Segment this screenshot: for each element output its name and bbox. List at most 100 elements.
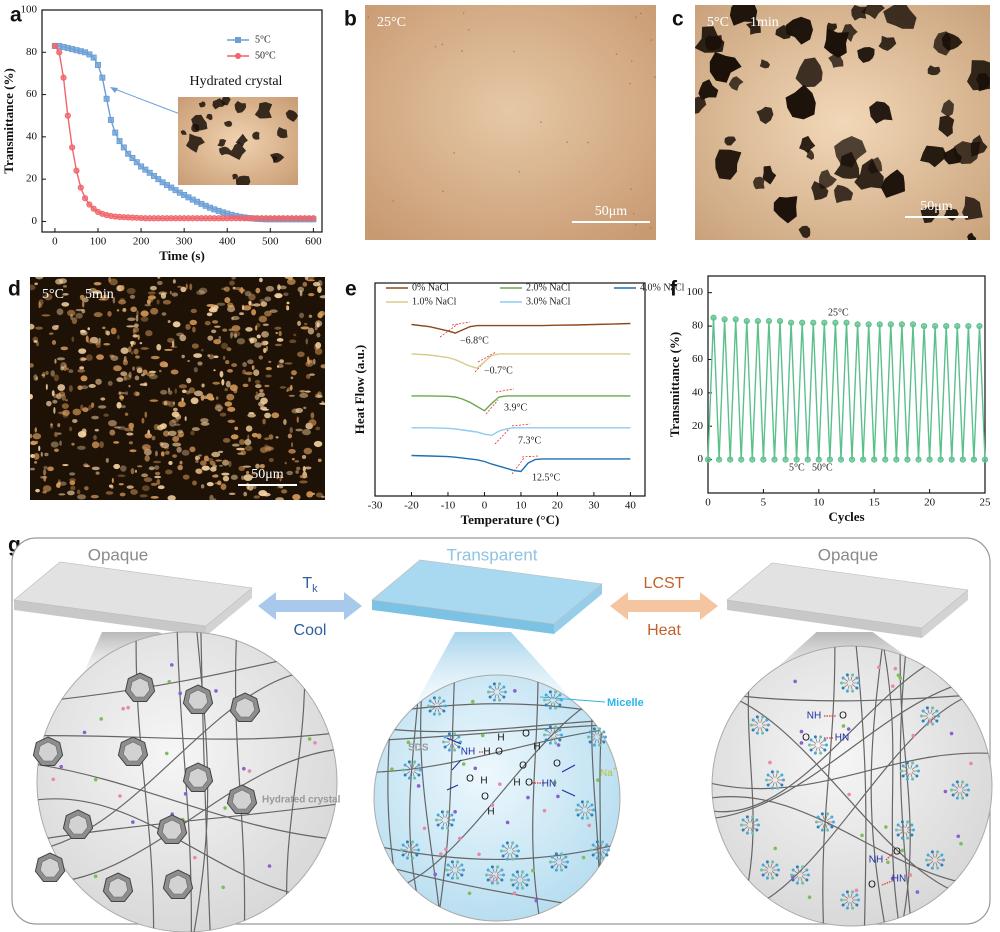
bright-speck [109, 429, 116, 436]
ion-dot [512, 891, 517, 896]
micelle-head [591, 853, 595, 857]
series-line [411, 395, 631, 412]
bright-speck [274, 326, 282, 330]
plot-frame [707, 275, 986, 494]
ion-dot [799, 741, 804, 745]
marker [821, 319, 828, 326]
marker [73, 167, 80, 174]
polymer-chain [234, 632, 246, 932]
micelle-tail [924, 717, 929, 721]
bright-speck [264, 296, 272, 302]
crystal-blob [729, 5, 758, 26]
micelle-tail [514, 881, 519, 885]
bright-speck [32, 433, 42, 440]
micelle-tail [907, 764, 910, 769]
y-tick-label: 20 [692, 420, 704, 432]
micelle-tail [491, 693, 496, 697]
bright-speck [259, 389, 264, 393]
bright-speck [314, 393, 321, 396]
bond [451, 759, 462, 771]
marker [710, 314, 717, 321]
micelle-tail [850, 893, 853, 898]
micelle-head [511, 873, 515, 877]
bright-speck [165, 450, 170, 455]
micelle-head [845, 689, 849, 693]
micelle-head [807, 873, 810, 877]
speck [650, 227, 652, 229]
atom-label: O [839, 711, 847, 722]
micelle-head [487, 690, 490, 694]
bright-speck [168, 460, 173, 465]
micelle-tail [904, 772, 909, 776]
bright-speck [177, 401, 186, 408]
bright-speck [160, 451, 165, 457]
bright-speck [179, 460, 183, 465]
micelle-tail [521, 875, 526, 879]
x-tick-label: 40 [625, 500, 637, 512]
crystal-blob [954, 141, 981, 164]
micelle-tail [760, 718, 763, 723]
crystal-blob [824, 28, 849, 58]
bright-speck [99, 441, 104, 448]
bright-speck [278, 360, 285, 365]
speck [467, 29, 470, 31]
bright-speck [152, 460, 162, 464]
micelle-tail [582, 803, 585, 808]
bright-speck [193, 353, 203, 358]
micelle-tail [456, 871, 461, 875]
bright-speck [93, 312, 103, 318]
speck [513, 50, 515, 53]
bright-speck [288, 394, 295, 397]
micelle-tail [767, 872, 770, 877]
inset-title: Hydrated crystal [190, 74, 283, 89]
series-line [707, 317, 986, 460]
micelle-head [560, 698, 563, 702]
micelle-head [521, 870, 525, 874]
bright-speck [71, 336, 75, 342]
bright-speck [174, 423, 181, 426]
bright-speck [315, 492, 323, 498]
micelle-tail [520, 873, 523, 878]
bright-speck [30, 440, 37, 446]
ion-dot [477, 852, 481, 857]
bright-speck [254, 379, 261, 384]
micelle-head [760, 868, 763, 872]
sds-label: SDS [408, 743, 429, 754]
legend-label: 50°C [255, 50, 276, 61]
hydrated-crystal-face [122, 741, 144, 762]
micelle-head [527, 878, 530, 882]
ion-dot [911, 733, 916, 738]
micelle-tail [761, 720, 766, 724]
ion-dot [480, 733, 485, 738]
micelle-tail [553, 857, 558, 861]
micelle-tail [907, 773, 910, 778]
micelle-tail [750, 827, 753, 832]
micelle-head [816, 815, 820, 819]
x-tick-label: -30 [368, 500, 383, 512]
hydrated-crystal-face [234, 697, 256, 718]
micelle-head [560, 852, 564, 856]
y-tick-label: 0 [698, 453, 704, 465]
crystal-blob [933, 31, 951, 56]
micelle-tail [494, 694, 497, 699]
x-tick-label: -10 [441, 500, 456, 512]
bright-speck [141, 444, 151, 451]
bright-speck [175, 413, 182, 420]
bright-speck [159, 361, 168, 368]
bright-speck [40, 452, 43, 457]
crystal-blob [806, 149, 814, 160]
bright-speck [133, 391, 140, 397]
bright-speck [93, 289, 102, 295]
bright-speck [120, 465, 127, 472]
micelle-head [935, 719, 939, 723]
bright-speck [197, 456, 201, 460]
micelle-tail [559, 864, 562, 869]
micelle-head [550, 855, 554, 859]
micelle-tail [582, 812, 585, 817]
micelle-head [942, 858, 945, 862]
bright-speck [70, 313, 73, 320]
micelle-tail [446, 815, 451, 819]
micelle-tail [954, 785, 959, 789]
bright-speck [241, 475, 245, 480]
micelle-tail [553, 728, 556, 733]
